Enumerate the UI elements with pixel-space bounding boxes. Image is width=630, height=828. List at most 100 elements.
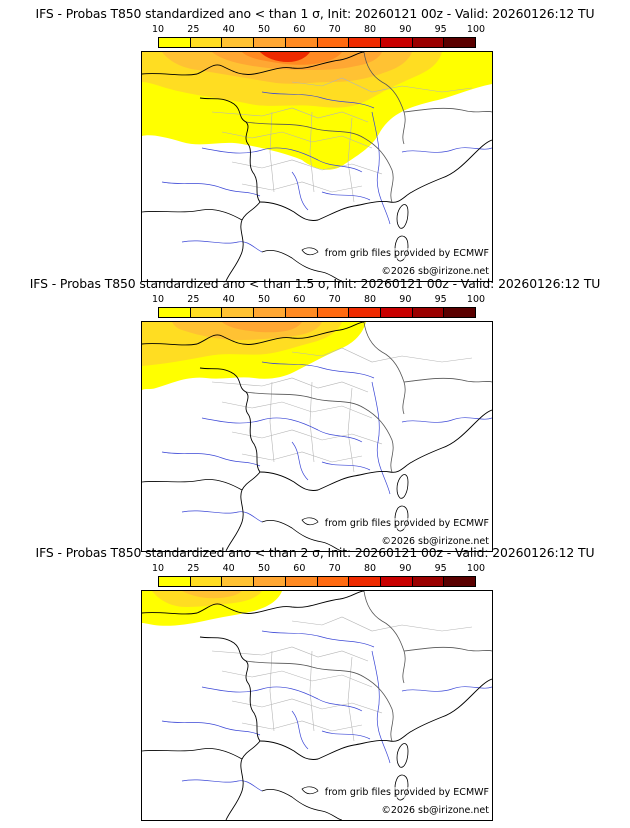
panel-3: IFS - Probas T850 standardized ano < tha… [0,545,630,821]
river-line [201,686,363,712]
river-line [291,441,309,481]
colorbar-tick-label: 50 [257,24,271,35]
colorbar-tick-label: 80 [363,294,377,305]
colorbar-segment [190,38,223,47]
panel-2: IFS - Probas T850 standardized ano < tha… [0,276,630,552]
colorbar-tick-label: 40 [222,24,235,35]
probability-contour [222,322,302,333]
river-line [161,720,261,736]
river-line [181,779,263,792]
colorbar-segment [412,308,445,317]
river-line [161,451,261,467]
colorbar-tick-label: 40 [222,294,235,305]
colorbar-tick-label: 90 [399,563,412,574]
colorbar-tick-label: 95 [434,563,447,574]
map-svg [142,591,492,820]
colorbar-segment [317,308,350,317]
colorbar-segment [349,308,381,317]
map-svg [142,52,492,281]
colorbar-tick-label: 80 [363,563,377,574]
colorbar-tick-label: 70 [328,294,341,305]
colorbar-tick-label: 25 [187,563,200,574]
colorbar-tick-label: 60 [293,563,306,574]
source-credit: from grib files provided by ECMWF [324,518,489,529]
copyright-credit: ©2026 sb@irizone.net [381,805,489,816]
colorbar-tick-label: 25 [187,294,200,305]
source-credit: from grib files provided by ECMWF [324,248,489,259]
colorbar-segment [285,308,318,317]
colorbar-segment [412,577,445,586]
panel-1: IFS - Probas T850 standardized ano < tha… [0,6,630,282]
colorbar-tick-label: 50 [257,294,271,305]
colorbar-tick-label: 95 [434,24,447,35]
probability-contour [260,52,310,62]
river-line [261,91,375,109]
river-line [261,361,375,379]
colorbar-tick-label: 60 [293,24,306,35]
colorbar-segment [159,38,191,47]
colorbar-segment [159,577,191,586]
colorbar-ticks: 10 25 40 50 60 70 80 90 95 100 [152,563,485,575]
map-frame: from grib files provided by ECMWF ©2026 … [141,51,493,282]
river-line [321,461,371,471]
coastline-mediterranean [259,139,492,221]
river-line [371,381,391,495]
coastline-mediterranean [259,678,492,760]
corsica-outline [396,474,409,499]
coastline-iberia [142,748,343,820]
colorbar-tick-label: 100 [466,294,486,305]
region-borders [211,77,473,203]
colorbar-tick-label: 100 [466,563,486,574]
colorbar [158,37,476,48]
river-line [371,111,391,225]
river-line [161,181,261,197]
coastline-iberia [142,209,343,281]
colorbar-segment [444,38,476,47]
country-borders [245,322,492,473]
river-line [321,191,371,201]
copyright-credit: ©2026 sb@irizone.net [381,266,489,277]
colorbar [158,307,476,318]
colorbar-segment [285,38,318,47]
balearic-outline [301,247,319,256]
colorbar-tick-label: 70 [328,24,341,35]
colorbar-tick-label: 90 [399,294,412,305]
river-line [291,171,309,211]
river-line [401,147,492,153]
river-line [261,630,375,648]
colorbar [158,576,476,587]
colorbar-segment [380,308,413,317]
coastline-iberia [142,479,343,551]
colorbar-segment [349,38,381,47]
colorbar-segment [190,577,223,586]
country-borders [245,52,492,203]
source-credit: from grib files provided by ECMWF [324,787,489,798]
colorbar-tick-label: 60 [293,294,306,305]
river-line [401,417,492,423]
coastline [142,591,365,820]
colorbar-segment [317,577,350,586]
colorbar-segment [380,577,413,586]
region-borders [211,616,473,742]
river-line [181,240,263,253]
colorbar-segment [349,577,381,586]
colorbar-segment [254,577,286,586]
colorbar-tick-label: 25 [187,24,200,35]
coastline [142,322,365,551]
copyright-credit: ©2026 sb@irizone.net [381,536,489,547]
colorbar-segment [317,38,350,47]
balearic-outline [301,786,319,795]
colorbar-segment [444,308,476,317]
colorbar-segment [254,308,286,317]
probability-contour [182,591,242,599]
map-frame: from grib files provided by ECMWF ©2026 … [141,321,493,552]
colorbar-segment [254,38,286,47]
region-borders [211,347,473,473]
colorbar-segment [222,577,255,586]
colorbar-tick-label: 10 [151,294,165,305]
coastline [142,52,365,281]
colorbar-tick-label: 10 [151,24,165,35]
colorbar-tick-label: 40 [222,563,235,574]
corsica-outline [396,743,409,768]
river-line [201,147,363,173]
